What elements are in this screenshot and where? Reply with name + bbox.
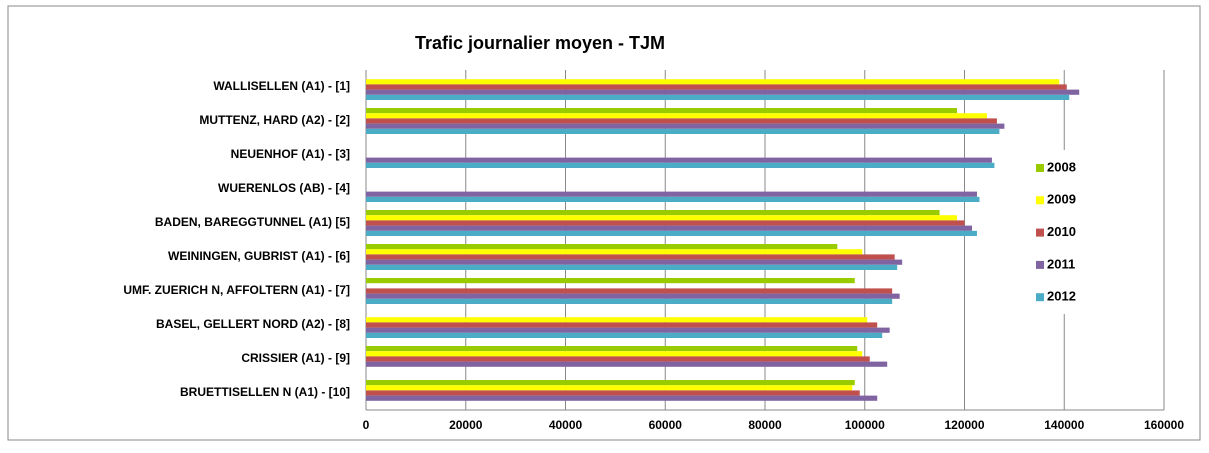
legend-swatch xyxy=(1036,164,1044,172)
bar xyxy=(366,322,878,328)
bar xyxy=(366,298,893,304)
bar xyxy=(366,128,1000,134)
y-tick-label: NEUENHOF (A1) - [3] xyxy=(231,147,350,161)
bar xyxy=(366,293,900,299)
chart-title: Trafic journalier moyen - TJM xyxy=(415,33,665,53)
legend-label: 2008 xyxy=(1047,159,1076,174)
bar xyxy=(366,259,903,265)
bar xyxy=(366,351,863,357)
bar xyxy=(366,317,868,323)
bar xyxy=(366,332,883,338)
bar xyxy=(366,254,895,260)
y-tick-label: WUERENLOS (AB) - [4] xyxy=(218,181,350,195)
bar xyxy=(366,196,980,202)
bar xyxy=(366,390,860,396)
bar xyxy=(366,288,893,294)
bar xyxy=(366,327,890,333)
y-tick-label: BADEN, BAREGGTUNNEL (A1) [5] xyxy=(155,215,350,229)
bar xyxy=(366,210,940,216)
bar xyxy=(366,162,995,168)
bar xyxy=(366,108,958,114)
x-tick-label: 20000 xyxy=(449,418,483,432)
legend-label: 2012 xyxy=(1047,289,1076,304)
bar xyxy=(366,346,858,352)
bar xyxy=(366,278,855,284)
y-tick-label: WALLISELLEN (A1) - [1] xyxy=(213,79,350,93)
bar xyxy=(366,249,863,255)
legend-label: 2011 xyxy=(1047,256,1075,271)
legend-swatch xyxy=(1036,228,1044,237)
bar xyxy=(366,220,965,226)
bar xyxy=(366,395,878,401)
x-tick-label: 60000 xyxy=(649,418,683,432)
legend-swatch xyxy=(1036,260,1044,269)
bar xyxy=(366,113,987,119)
legend-label: 2009 xyxy=(1047,192,1076,207)
x-tick-label: 140000 xyxy=(1044,418,1084,432)
bar xyxy=(366,380,855,386)
legend-swatch xyxy=(1036,293,1044,302)
bar xyxy=(366,230,977,236)
bar xyxy=(366,191,977,197)
bar xyxy=(366,84,1067,90)
y-tick-label: BASEL, GELLERT NORD (A2) - [8] xyxy=(156,317,350,331)
x-tick-label: 100000 xyxy=(845,418,885,432)
bar xyxy=(366,356,870,362)
bar xyxy=(366,264,898,270)
y-tick-label: CRISSIER (A1) - [9] xyxy=(241,351,350,365)
bar xyxy=(366,361,888,367)
legend-swatch xyxy=(1036,196,1044,205)
x-tick-label: 120000 xyxy=(944,418,984,432)
bar xyxy=(366,215,958,221)
x-tick-label: 40000 xyxy=(549,418,583,432)
x-tick-label: 160000 xyxy=(1144,418,1184,432)
legend-label: 2010 xyxy=(1047,224,1076,239)
y-tick-label: MUTTENZ, HARD (A2) - [2] xyxy=(199,113,350,127)
y-tick-label: BRUETTISELLEN N (A1) - [10] xyxy=(180,385,350,399)
bar xyxy=(366,123,1005,129)
x-tick-label: 0 xyxy=(363,418,370,432)
y-tick-label: UMF. ZUERICH N, AFFOLTERN (A1) - [7] xyxy=(123,283,350,297)
bar xyxy=(366,118,997,124)
bar xyxy=(366,157,992,163)
bar xyxy=(366,89,1080,95)
bar xyxy=(366,225,972,231)
bar xyxy=(366,94,1070,100)
x-tick-label: 80000 xyxy=(748,418,782,432)
bar xyxy=(366,385,853,391)
bar xyxy=(366,244,838,250)
y-tick-label: WEININGEN, GUBRIST (A1) - [6] xyxy=(168,249,350,263)
bar xyxy=(366,79,1060,85)
